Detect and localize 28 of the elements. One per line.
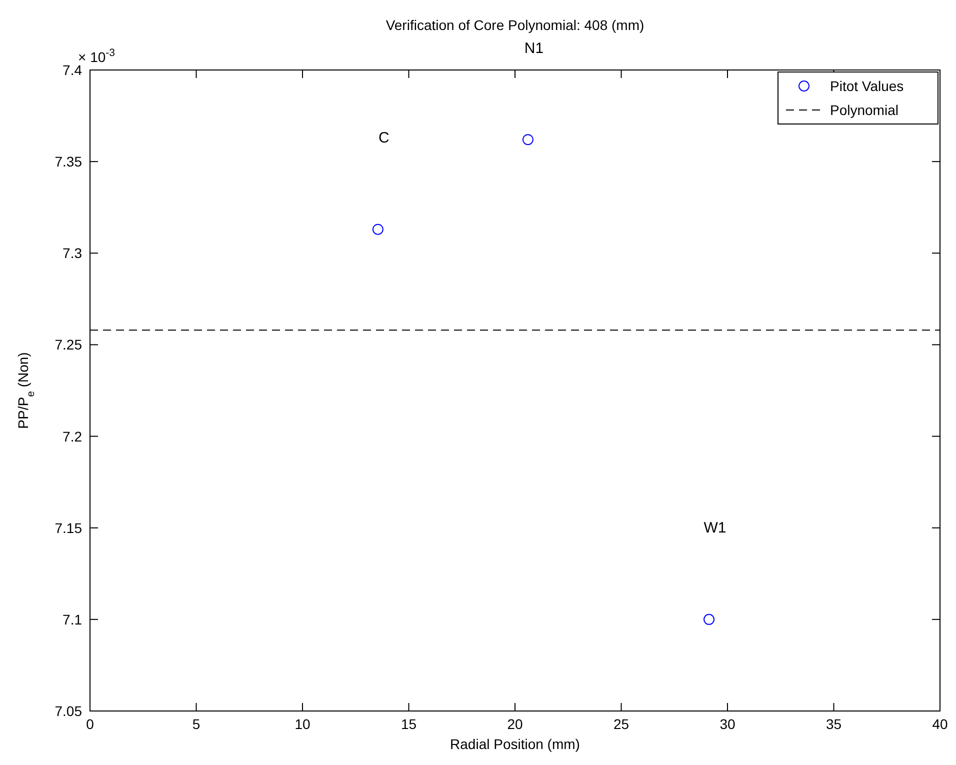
- x-tick-label: 30: [720, 716, 736, 732]
- point: [704, 614, 715, 625]
- y-tick-label: 7.05: [54, 703, 82, 719]
- legend-label: Polynomial: [830, 102, 898, 118]
- x-tick-label: 40: [932, 716, 948, 732]
- x-tick-label: 5: [192, 716, 200, 732]
- annotation: W1: [704, 520, 726, 537]
- x-tick-label: 0: [86, 716, 94, 732]
- y-tick-label: 7.25: [54, 336, 82, 353]
- x-tick-label: 35: [826, 716, 842, 732]
- y-tick-label: 7.1: [62, 611, 82, 628]
- x-tick-label: 25: [613, 716, 630, 732]
- point: [522, 134, 534, 146]
- x-tick-label: 15: [400, 716, 417, 732]
- point: [372, 224, 384, 235]
- chart-title: Verification of Core Polynomial: 408 (mm): [386, 17, 644, 33]
- x-tick-label: 20: [507, 716, 523, 732]
- text: N1: [524, 40, 544, 57]
- y-tick-label: 7.35: [54, 154, 82, 170]
- y-tick-label: 7.4: [62, 62, 82, 78]
- x-axis-title: Radial Position (mm): [450, 736, 580, 752]
- text: × 10$^{-3}$: [78, 47, 116, 65]
- y-tick-label: 7.15: [54, 520, 82, 536]
- y-tick-label: 7.3: [62, 245, 82, 262]
- annotation: C: [378, 130, 390, 147]
- x-tick-label: 10: [294, 716, 310, 732]
- y-tick-label: 7.2: [62, 428, 82, 444]
- legend-label: Pitot Values: [830, 78, 904, 94]
